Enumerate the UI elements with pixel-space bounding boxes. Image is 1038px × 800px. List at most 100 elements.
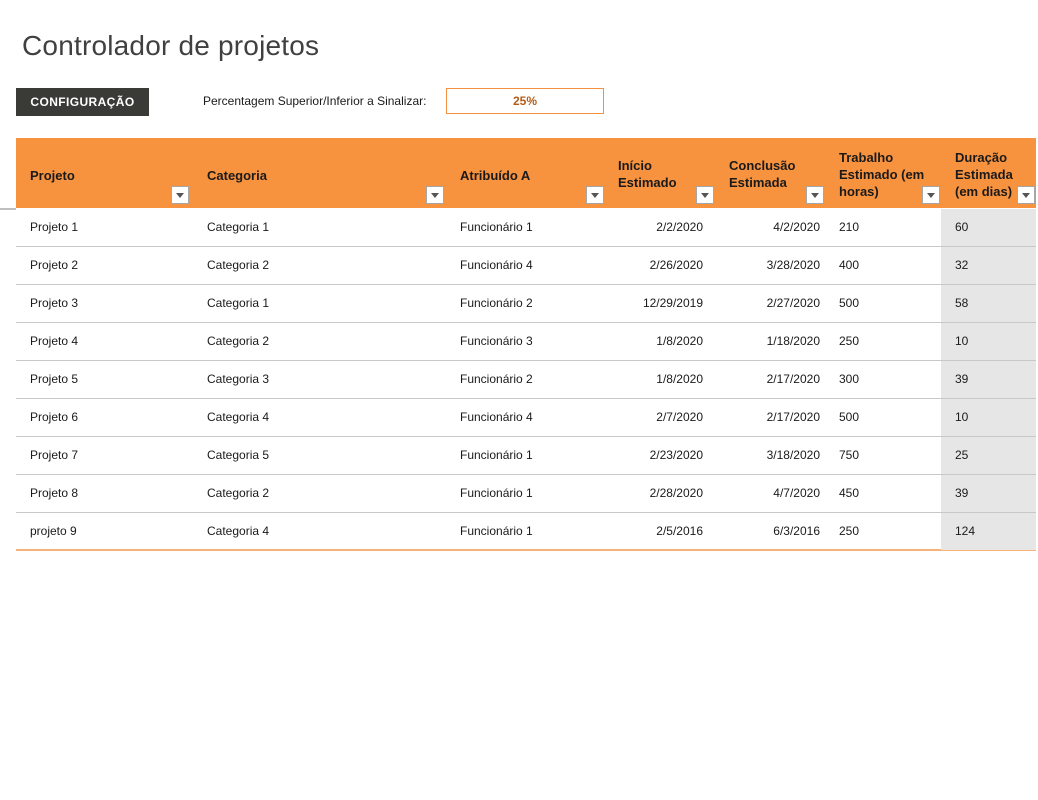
cell-assigned-to[interactable]: Funcionário 2 xyxy=(460,296,533,310)
cell-category[interactable]: Categoria 1 xyxy=(207,220,270,234)
cell-estimated-start[interactable]: 2/26/2020 xyxy=(649,258,703,272)
cell-estimated-end[interactable]: 3/18/2020 xyxy=(766,448,820,462)
cell-project[interactable]: projeto 9 xyxy=(30,524,77,538)
header-estimated-duration: Duração Estimada (em dias) xyxy=(941,138,1036,208)
cell-estimated-start[interactable]: 2/28/2020 xyxy=(649,486,703,500)
header-project: Projeto xyxy=(16,138,193,208)
cell-project[interactable]: Projeto 7 xyxy=(30,448,79,462)
cell-estimated-end[interactable]: 3/28/2020 xyxy=(766,258,820,272)
cell-estimated-duration[interactable]: 25 xyxy=(941,437,1036,474)
page-title: Controlador de projetos xyxy=(22,30,320,61)
configuration-button[interactable]: CONFIGURAÇÃO xyxy=(16,88,149,116)
cell-project[interactable]: Projeto 5 xyxy=(30,372,79,386)
cell-estimated-work[interactable]: 750 xyxy=(839,448,860,462)
cell-estimated-start[interactable]: 1/8/2020 xyxy=(656,334,703,348)
cell-estimated-duration[interactable]: 39 xyxy=(941,475,1036,512)
cell-estimated-start[interactable]: 2/2/2020 xyxy=(656,220,703,234)
filter-dropdown-icon[interactable] xyxy=(696,186,714,204)
header-label: Categoria xyxy=(207,168,267,183)
header-label: Trabalho Estimado (em horas) xyxy=(839,150,925,199)
cell-estimated-duration[interactable]: 32 xyxy=(941,247,1036,284)
cell-category[interactable]: Categoria 5 xyxy=(207,448,270,462)
cell-estimated-start[interactable]: 2/23/2020 xyxy=(649,448,703,462)
threshold-label: Percentagem Superior/Inferior a Sinaliza… xyxy=(203,94,427,108)
cell-estimated-end[interactable]: 6/3/2016 xyxy=(773,524,820,538)
header-category: Categoria xyxy=(193,138,446,208)
cell-estimated-end[interactable]: 4/2/2020 xyxy=(773,220,820,234)
cell-estimated-start[interactable]: 12/29/2019 xyxy=(642,296,703,310)
header-estimated-end: Conclusão Estimada xyxy=(715,138,825,208)
cell-estimated-end[interactable]: 2/27/2020 xyxy=(766,296,820,310)
cell-project[interactable]: Projeto 2 xyxy=(30,258,79,272)
cell-project[interactable]: Projeto 3 xyxy=(30,296,79,310)
cell-project[interactable]: Projeto 8 xyxy=(30,486,79,500)
table-body: Projeto 1 Categoria 1 Funcionário 1 2/2/202… xyxy=(16,209,1036,551)
cell-assigned-to[interactable]: Funcionário 3 xyxy=(460,334,533,348)
table-row: Projeto 3 Categoria 1 Funcionário 2 12/29/2… xyxy=(16,285,1036,323)
header-label: Projeto xyxy=(30,168,75,183)
filter-dropdown-icon[interactable] xyxy=(806,186,824,204)
cell-category[interactable]: Categoria 1 xyxy=(207,296,270,310)
cell-category[interactable]: Categoria 2 xyxy=(207,334,270,348)
header-label: Duração Estimada (em dias) xyxy=(955,150,1013,199)
filter-dropdown-icon[interactable] xyxy=(586,186,604,204)
header-divider xyxy=(0,208,16,210)
table-row: Projeto 5 Categoria 3 Funcionário 2 1/8/202… xyxy=(16,361,1036,399)
cell-estimated-duration[interactable]: 10 xyxy=(941,399,1036,436)
table-row: Projeto 6 Categoria 4 Funcionário 4 2/7/202… xyxy=(16,399,1036,437)
cell-estimated-duration[interactable]: 58 xyxy=(941,285,1036,322)
cell-estimated-work[interactable]: 450 xyxy=(839,486,860,500)
cell-estimated-duration[interactable]: 124 xyxy=(941,513,1036,550)
cell-category[interactable]: Categoria 4 xyxy=(207,410,270,424)
cell-project[interactable]: Projeto 6 xyxy=(30,410,79,424)
header-estimated-start: Início Estimado xyxy=(604,138,715,208)
cell-assigned-to[interactable]: Funcionário 4 xyxy=(460,410,533,424)
cell-estimated-duration[interactable]: 10 xyxy=(941,323,1036,360)
table-row: Projeto 2 Categoria 2 Funcionário 4 2/26/20… xyxy=(16,247,1036,285)
cell-estimated-start[interactable]: 2/5/2016 xyxy=(656,524,703,538)
cell-project[interactable]: Projeto 4 xyxy=(30,334,79,348)
table-row: Projeto 8 Categoria 2 Funcionário 1 2/28/20… xyxy=(16,475,1036,513)
cell-estimated-work[interactable]: 250 xyxy=(839,524,860,538)
cell-category[interactable]: Categoria 2 xyxy=(207,258,270,272)
cell-assigned-to[interactable]: Funcionário 1 xyxy=(460,448,533,462)
header-label: Início Estimado xyxy=(618,158,677,190)
filter-dropdown-icon[interactable] xyxy=(171,186,189,204)
table-row: Projeto 4 Categoria 2 Funcionário 3 1/8/202… xyxy=(16,323,1036,361)
cell-estimated-end[interactable]: 1/18/2020 xyxy=(766,334,820,348)
cell-estimated-work[interactable]: 250 xyxy=(839,334,860,348)
cell-estimated-work[interactable]: 400 xyxy=(839,258,860,272)
cell-assigned-to[interactable]: Funcionário 2 xyxy=(460,372,533,386)
cell-estimated-end[interactable]: 4/7/2020 xyxy=(773,486,820,500)
filter-dropdown-icon[interactable] xyxy=(1017,186,1035,204)
cell-estimated-duration[interactable]: 39 xyxy=(941,361,1036,398)
cell-assigned-to[interactable]: Funcionário 1 xyxy=(460,220,533,234)
header-label: Conclusão Estimada xyxy=(729,158,796,190)
filter-dropdown-icon[interactable] xyxy=(922,186,940,204)
threshold-input[interactable] xyxy=(446,88,604,114)
cell-project[interactable]: Projeto 1 xyxy=(30,220,79,234)
cell-category[interactable]: Categoria 4 xyxy=(207,524,270,538)
cell-assigned-to[interactable]: Funcionário 1 xyxy=(460,524,533,538)
cell-estimated-work[interactable]: 300 xyxy=(839,372,860,386)
header-label: Atribuído A xyxy=(460,168,531,183)
filter-dropdown-icon[interactable] xyxy=(426,186,444,204)
table-row: Projeto 1 Categoria 1 Funcionário 1 2/2/202… xyxy=(16,209,1036,247)
table-row: projeto 9 Categoria 4 Funcionário 1 2/5/201… xyxy=(16,513,1036,551)
table-header: Projeto Categoria Atribuído A Início Estima… xyxy=(16,138,1036,208)
header-estimated-work: Trabalho Estimado (em horas) xyxy=(825,138,941,208)
cell-estimated-end[interactable]: 2/17/2020 xyxy=(766,410,820,424)
cell-assigned-to[interactable]: Funcionário 4 xyxy=(460,258,533,272)
cell-estimated-duration[interactable]: 60 xyxy=(941,209,1036,246)
cell-estimated-end[interactable]: 2/17/2020 xyxy=(766,372,820,386)
cell-estimated-work[interactable]: 500 xyxy=(839,410,860,424)
table-row: Projeto 7 Categoria 5 Funcionário 1 2/23/20… xyxy=(16,437,1036,475)
cell-category[interactable]: Categoria 2 xyxy=(207,486,270,500)
cell-estimated-work[interactable]: 500 xyxy=(839,296,860,310)
cell-assigned-to[interactable]: Funcionário 1 xyxy=(460,486,533,500)
cell-estimated-start[interactable]: 1/8/2020 xyxy=(656,372,703,386)
cell-estimated-work[interactable]: 210 xyxy=(839,220,860,234)
cell-estimated-start[interactable]: 2/7/2020 xyxy=(656,410,703,424)
cell-category[interactable]: Categoria 3 xyxy=(207,372,270,386)
